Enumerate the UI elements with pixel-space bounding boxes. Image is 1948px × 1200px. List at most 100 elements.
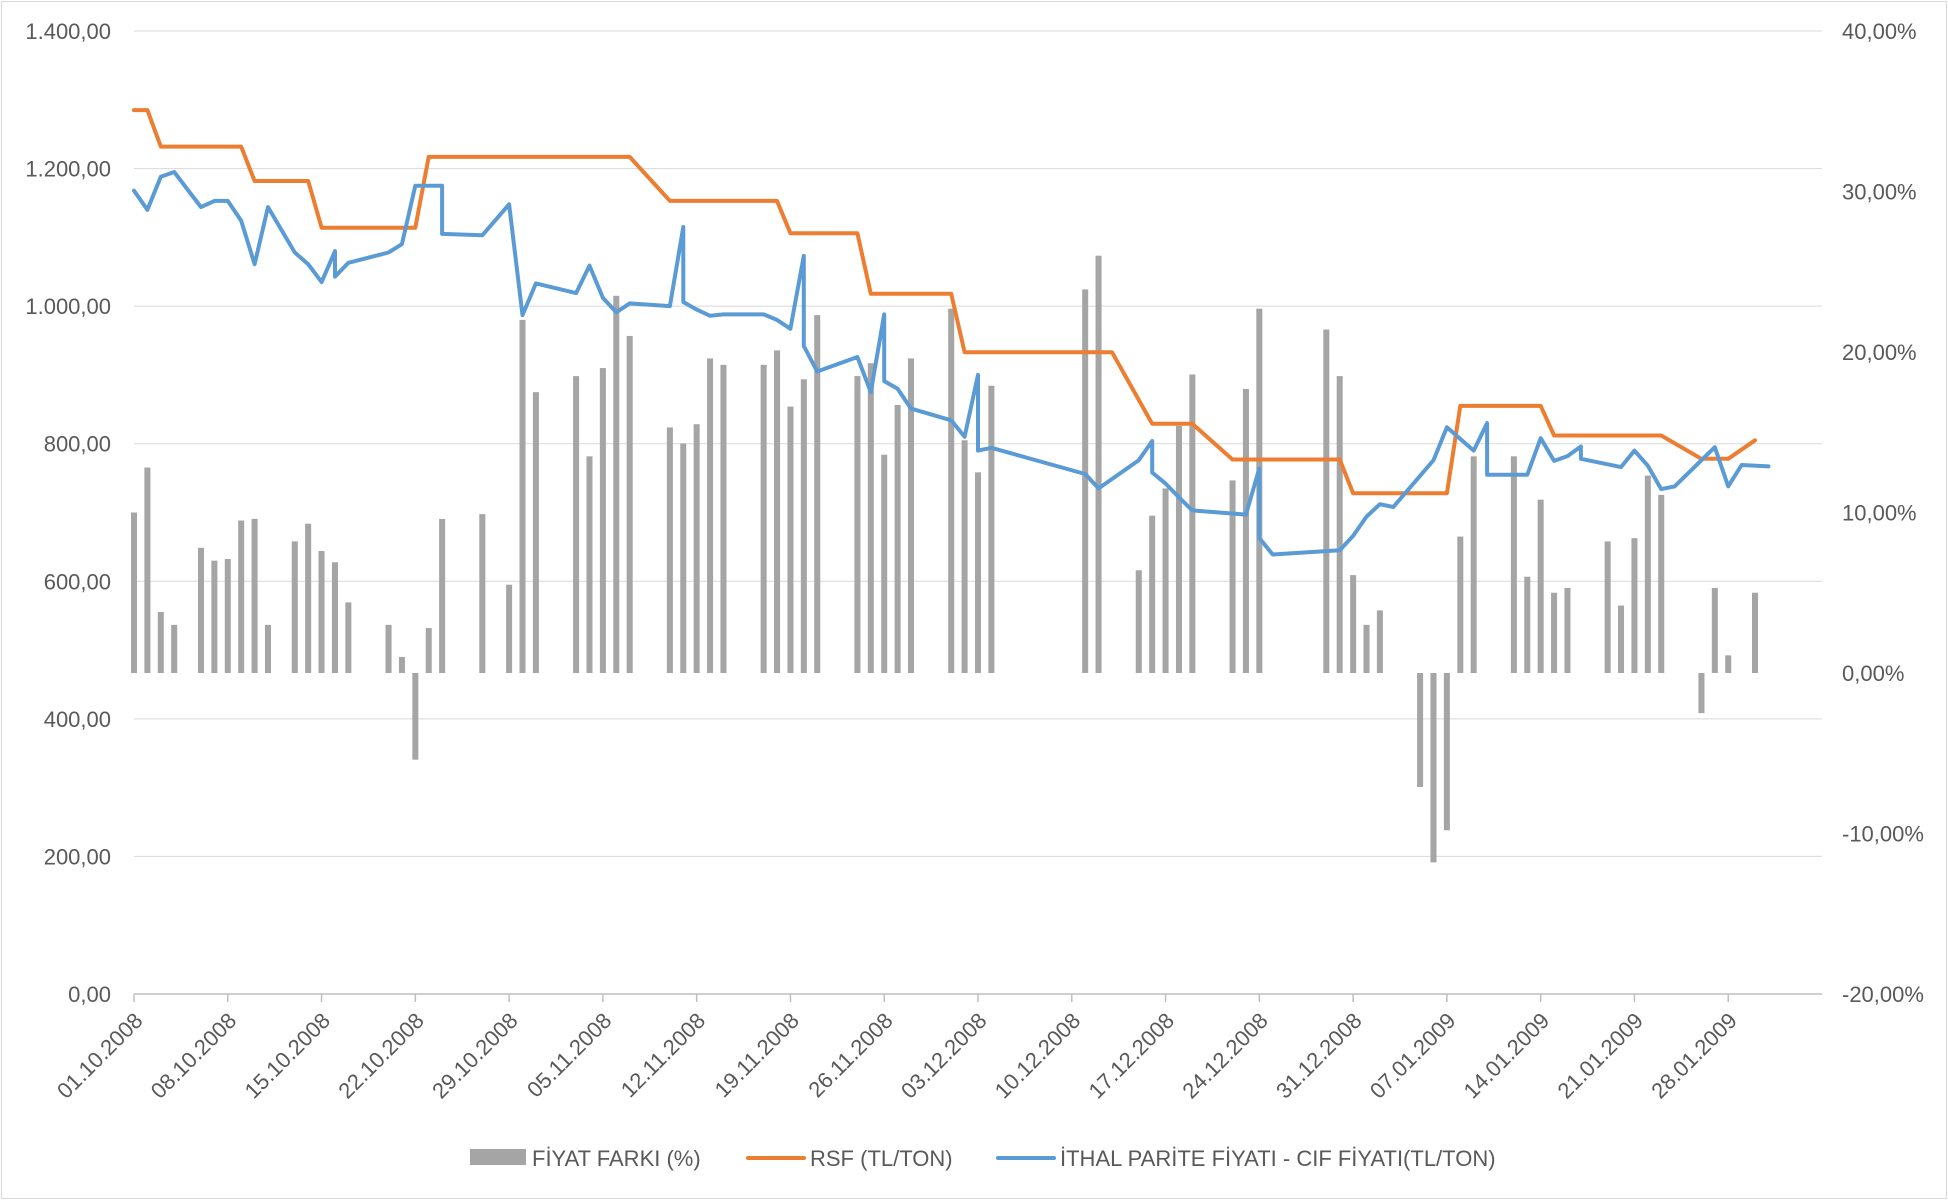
bar bbox=[318, 551, 325, 673]
left-tick-label: 800,00 bbox=[44, 432, 111, 457]
bar bbox=[398, 656, 405, 673]
x-tick-label: 07.01.2009 bbox=[1365, 1008, 1461, 1104]
bar bbox=[894, 404, 901, 673]
x-tick-label: 22.10.2008 bbox=[333, 1008, 429, 1104]
bar bbox=[425, 628, 432, 673]
left-tick-label: 0,00 bbox=[68, 982, 111, 1007]
bar bbox=[1229, 480, 1236, 673]
x-tick-label: 26.11.2008 bbox=[803, 1008, 897, 1102]
bar bbox=[1725, 655, 1732, 673]
bar bbox=[1095, 255, 1102, 673]
bar bbox=[1711, 587, 1718, 673]
ithal-parite-line bbox=[132, 170, 1771, 557]
bar bbox=[1618, 605, 1625, 673]
bar bbox=[305, 523, 312, 673]
left-tick-label: 1.000,00 bbox=[25, 294, 111, 319]
bar bbox=[814, 315, 821, 673]
bar bbox=[1149, 515, 1156, 673]
bar bbox=[1135, 570, 1142, 673]
right-tick-label: 40,00% bbox=[1842, 19, 1917, 44]
axes bbox=[133, 993, 1822, 1002]
bar bbox=[1631, 538, 1638, 673]
x-tick-label: 17.12.2008 bbox=[1084, 1008, 1180, 1104]
rsf-line bbox=[132, 108, 1757, 496]
bar bbox=[130, 512, 138, 673]
line-series bbox=[132, 108, 1771, 557]
bar bbox=[1510, 456, 1517, 673]
bar bbox=[251, 518, 258, 673]
bar bbox=[586, 456, 593, 673]
bar bbox=[519, 319, 526, 673]
bar bbox=[385, 624, 392, 673]
bar bbox=[439, 518, 446, 673]
bar bbox=[626, 335, 633, 673]
x-tick-label: 05.11.2008 bbox=[522, 1008, 616, 1102]
bar bbox=[1350, 575, 1357, 673]
bar bbox=[599, 368, 606, 673]
bar bbox=[881, 454, 888, 673]
bar bbox=[506, 584, 513, 673]
bar bbox=[1604, 541, 1611, 673]
bar bbox=[867, 363, 874, 673]
bar bbox=[774, 350, 781, 673]
bar bbox=[760, 364, 767, 673]
bar bbox=[1376, 610, 1383, 673]
bar bbox=[345, 602, 352, 673]
bar bbox=[1363, 624, 1370, 673]
right-tick-label: -20,00% bbox=[1842, 982, 1924, 1007]
bar bbox=[211, 560, 218, 673]
x-tick-label: 28.01.2009 bbox=[1646, 1008, 1742, 1104]
legend-swatch-bar bbox=[470, 1149, 526, 1165]
bar bbox=[720, 364, 727, 673]
bar bbox=[613, 295, 620, 673]
right-tick-label: -10,00% bbox=[1842, 822, 1924, 847]
bar-series bbox=[130, 255, 1759, 863]
left-tick-label: 200,00 bbox=[44, 844, 111, 869]
bar bbox=[1658, 494, 1665, 673]
bar bbox=[693, 424, 700, 673]
right-tick-label: 10,00% bbox=[1842, 501, 1917, 526]
bar bbox=[1082, 289, 1089, 673]
bar bbox=[988, 385, 995, 673]
x-tick-label: 29.10.2008 bbox=[427, 1008, 523, 1104]
legend: FİYAT FARKI (%) RSF (TL/TON) İTHAL PARİTE … bbox=[470, 1146, 1496, 1171]
bar bbox=[573, 376, 580, 673]
bar bbox=[197, 547, 204, 673]
bar bbox=[974, 472, 982, 673]
bar bbox=[1175, 425, 1182, 673]
bar bbox=[331, 562, 338, 673]
bar bbox=[787, 406, 794, 673]
bar bbox=[412, 673, 419, 760]
bar bbox=[707, 358, 714, 673]
left-tick-label: 600,00 bbox=[44, 569, 111, 594]
bar bbox=[1537, 499, 1544, 673]
bar bbox=[1443, 673, 1450, 831]
bar bbox=[291, 541, 298, 673]
bar bbox=[1551, 592, 1558, 673]
x-tick-label: 19.11.2008 bbox=[710, 1008, 804, 1102]
x-tick-label: 31.12.2008 bbox=[1271, 1008, 1367, 1104]
bar bbox=[1752, 592, 1759, 673]
legend-label: FİYAT FARKI (%) bbox=[532, 1146, 701, 1171]
bar bbox=[1564, 587, 1571, 673]
x-axis-ticks: 01.10.200808.10.200815.10.200822.10.2008… bbox=[52, 1008, 1742, 1104]
bar bbox=[1417, 673, 1424, 787]
x-tick-label: 08.10.2008 bbox=[146, 1008, 242, 1104]
bar bbox=[1323, 329, 1330, 673]
bar bbox=[1524, 576, 1531, 673]
bar bbox=[1644, 475, 1651, 673]
bar bbox=[854, 376, 861, 673]
bar bbox=[680, 443, 687, 673]
bar bbox=[1430, 673, 1437, 863]
bar bbox=[532, 392, 539, 673]
bar bbox=[948, 308, 955, 673]
left-tick-label: 400,00 bbox=[44, 707, 111, 732]
bar bbox=[1698, 673, 1705, 714]
legend-label: RSF (TL/TON) bbox=[810, 1146, 953, 1171]
left-tick-label: 1.400,00 bbox=[25, 19, 111, 44]
right-axis-ticks: -20,00% -10,00% 0,00% 10,00% 20,00% 30,00% 40,… bbox=[1842, 19, 1924, 1007]
bar bbox=[1162, 488, 1169, 673]
x-tick-label: 10.12.2008 bbox=[990, 1008, 1086, 1104]
